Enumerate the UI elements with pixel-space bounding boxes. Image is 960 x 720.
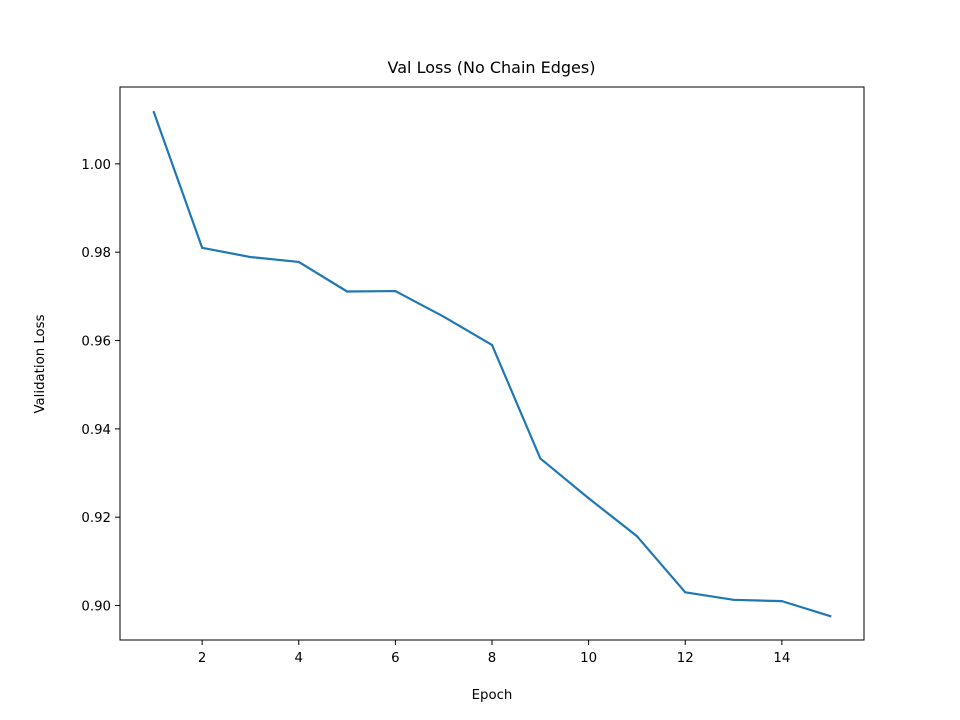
x-tick-label: 10: [580, 651, 597, 666]
y-tick-label: 1.00: [81, 158, 111, 173]
y-tick-label: 0.92: [81, 511, 111, 526]
data-point: [345, 290, 349, 293]
x-axis-ticks: 2 4 6 8 10 12 14: [198, 640, 790, 666]
chart-title: Val Loss (No Chain Edges): [388, 58, 596, 77]
x-tick-label: 12: [677, 651, 694, 666]
x-tick-label: 6: [391, 651, 399, 666]
y-tick-label: 0.96: [81, 335, 111, 350]
plot-series: [152, 110, 832, 618]
data-point: [490, 343, 494, 347]
data-point: [394, 289, 397, 293]
data-point: [297, 260, 300, 264]
data-point: [829, 615, 832, 618]
y-axis-label: Validation Loss: [33, 314, 48, 413]
data-point: [732, 598, 735, 601]
x-tick-label: 2: [198, 651, 206, 666]
x-axis-label: Epoch: [472, 688, 513, 703]
data-point: [539, 457, 542, 460]
y-axis-ticks: 0.90 0.92 0.94 0.96 0.98 1.00: [81, 158, 120, 615]
plot-area-frame: [119, 86, 865, 641]
data-point: [635, 535, 639, 538]
data-point: [249, 255, 252, 259]
data-point: [780, 600, 783, 603]
x-tick-label: 4: [295, 651, 303, 666]
data-point: [587, 497, 590, 500]
y-tick-label: 0.98: [81, 246, 111, 261]
y-tick-label: 0.90: [81, 600, 111, 615]
data-point: [684, 591, 687, 594]
data-point: [152, 111, 155, 114]
y-tick-label: 0.94: [81, 423, 111, 438]
x-tick-label: 14: [773, 651, 790, 666]
x-tick-label: 8: [488, 651, 496, 666]
data-point: [201, 246, 204, 249]
data-point: [442, 315, 445, 318]
